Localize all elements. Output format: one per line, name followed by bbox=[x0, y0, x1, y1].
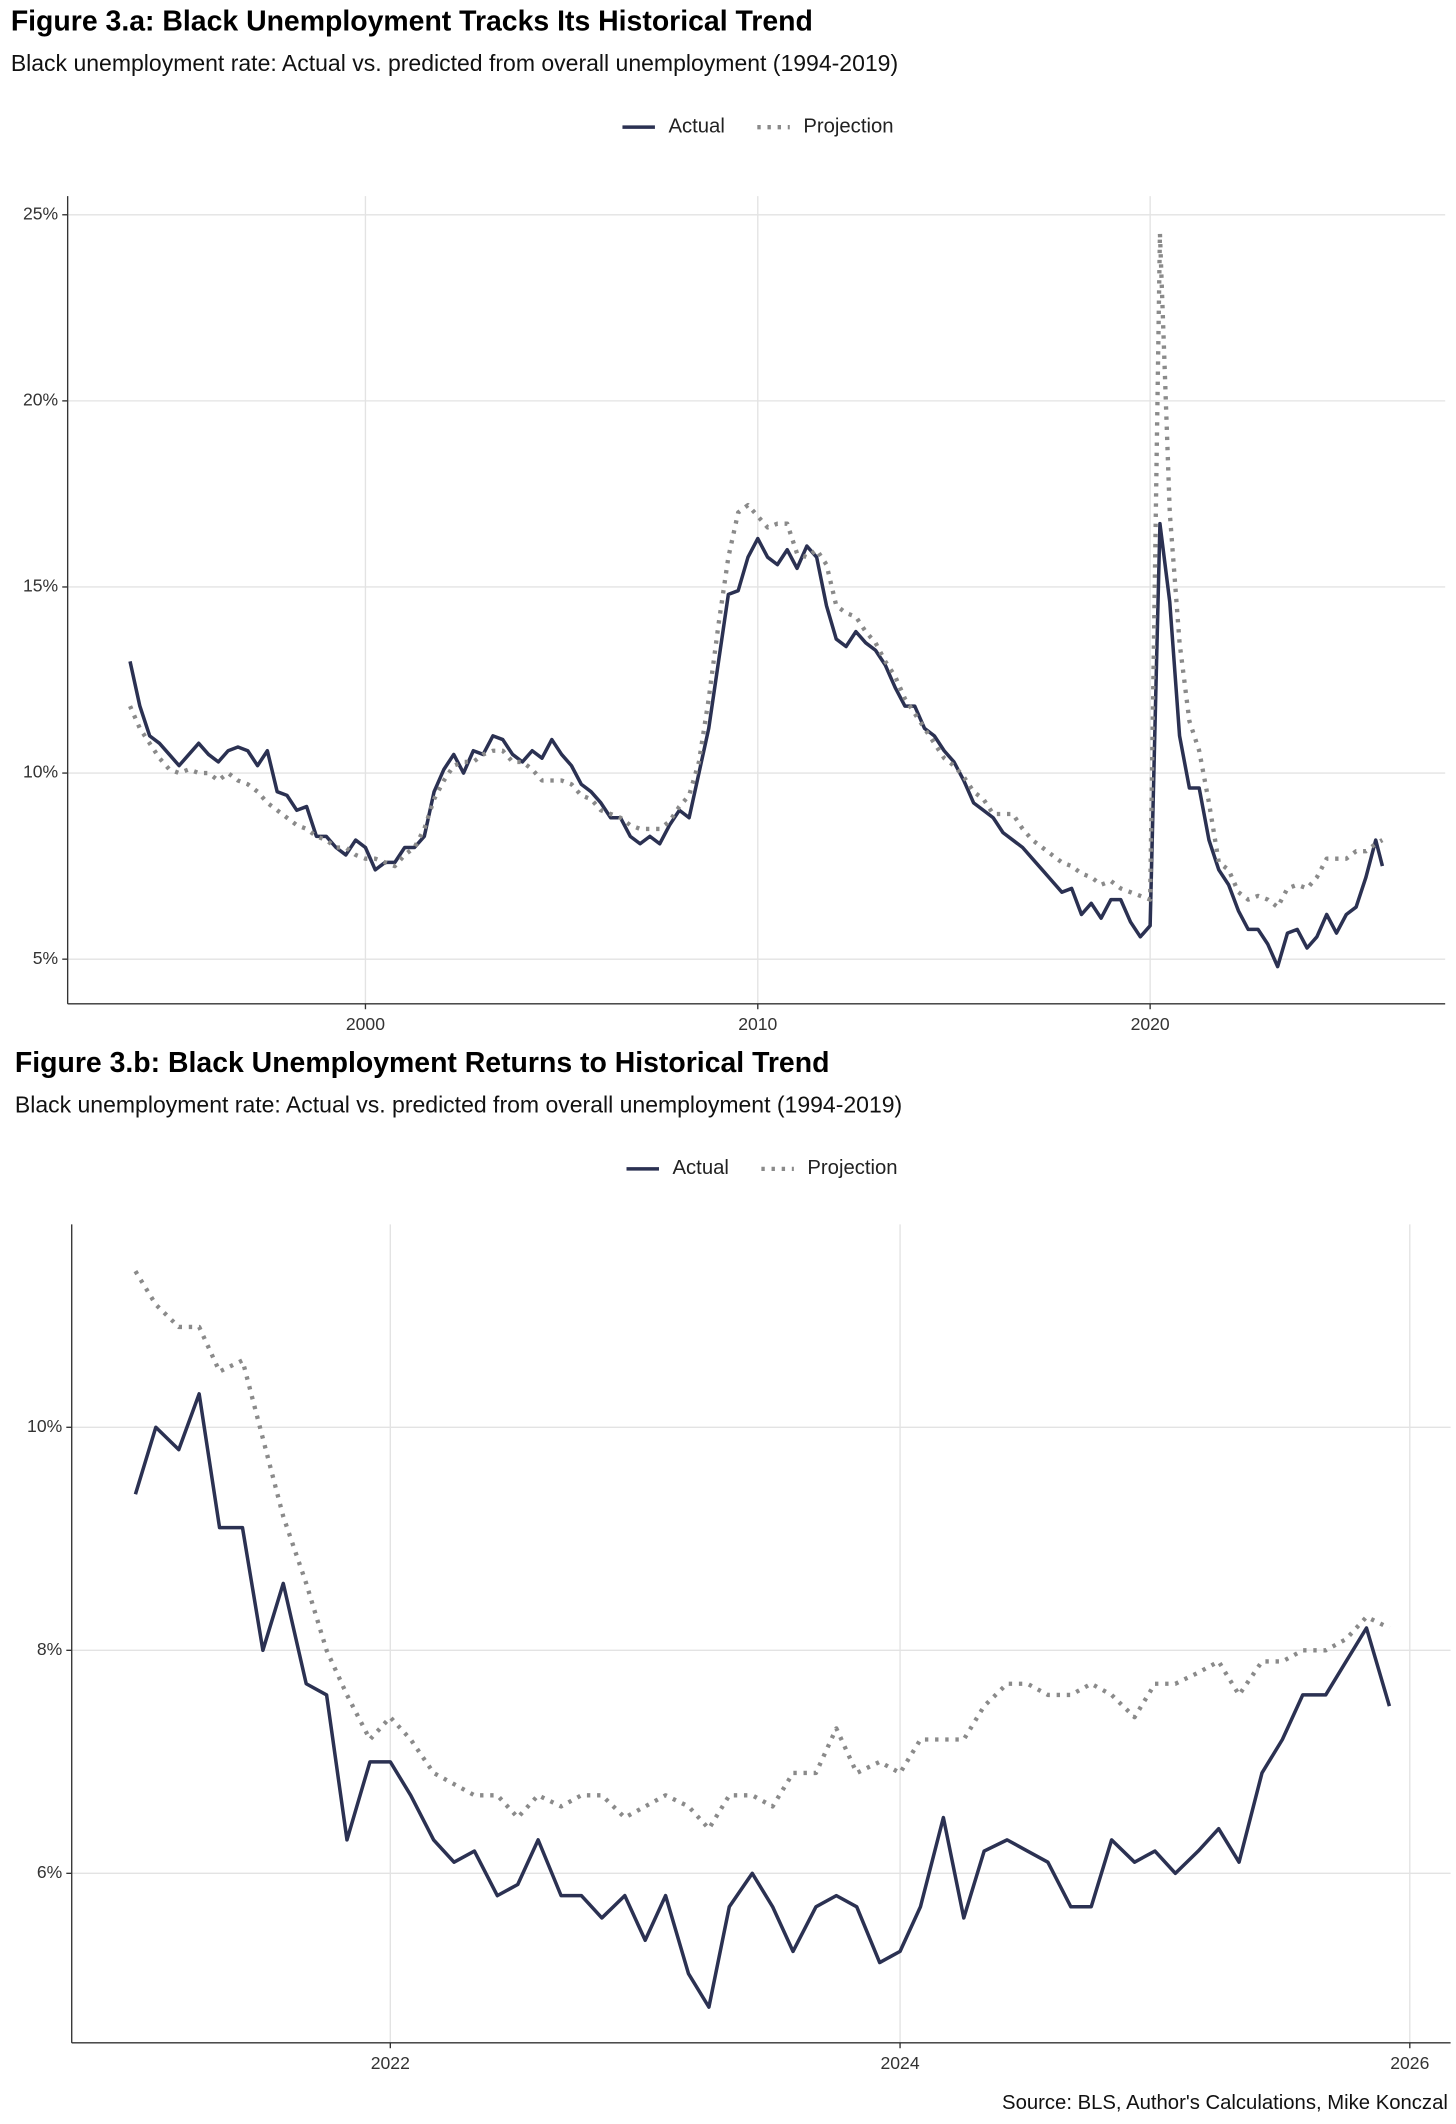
x-tick-label: 2020 bbox=[1131, 1014, 1170, 1034]
x-tick-label: 2026 bbox=[1390, 2053, 1429, 2073]
x-tick-label: 2000 bbox=[346, 1014, 385, 1034]
y-tick-label: 8% bbox=[37, 1639, 62, 1659]
legend-label: Actual bbox=[668, 116, 724, 138]
x-tick-label: 2010 bbox=[738, 1014, 777, 1034]
legend-label: Actual bbox=[673, 1157, 729, 1179]
y-tick-label: 10% bbox=[27, 1416, 62, 1436]
chart-subtitle: Black unemployment rate: Actual vs. pred… bbox=[11, 50, 898, 76]
x-tick-label: 2022 bbox=[371, 2053, 410, 2073]
chart-title: Figure 3.a: Black Unemployment Tracks It… bbox=[11, 6, 813, 38]
chart-subtitle: Black unemployment rate: Actual vs. pred… bbox=[15, 1092, 902, 1118]
y-tick-label: 6% bbox=[37, 1862, 62, 1882]
series-line bbox=[133, 1270, 1391, 1831]
y-tick-label: 25% bbox=[23, 203, 58, 223]
legend-label: Projection bbox=[807, 1157, 897, 1179]
legend-label: Projection bbox=[803, 116, 893, 138]
x-tick-label: 2024 bbox=[881, 2053, 920, 2073]
y-tick-label: 20% bbox=[23, 390, 58, 410]
y-tick-label: 15% bbox=[23, 576, 58, 596]
series-line bbox=[128, 521, 1385, 969]
series-line bbox=[133, 1392, 1392, 2009]
series-line bbox=[128, 231, 1384, 910]
source-note: Source: BLS, Author's Calculations, Mike… bbox=[1002, 2092, 1448, 2114]
chart-title: Figure 3.b: Black Unemployment Returns t… bbox=[15, 1047, 830, 1079]
y-tick-label: 5% bbox=[33, 948, 58, 968]
y-tick-label: 10% bbox=[23, 762, 58, 782]
